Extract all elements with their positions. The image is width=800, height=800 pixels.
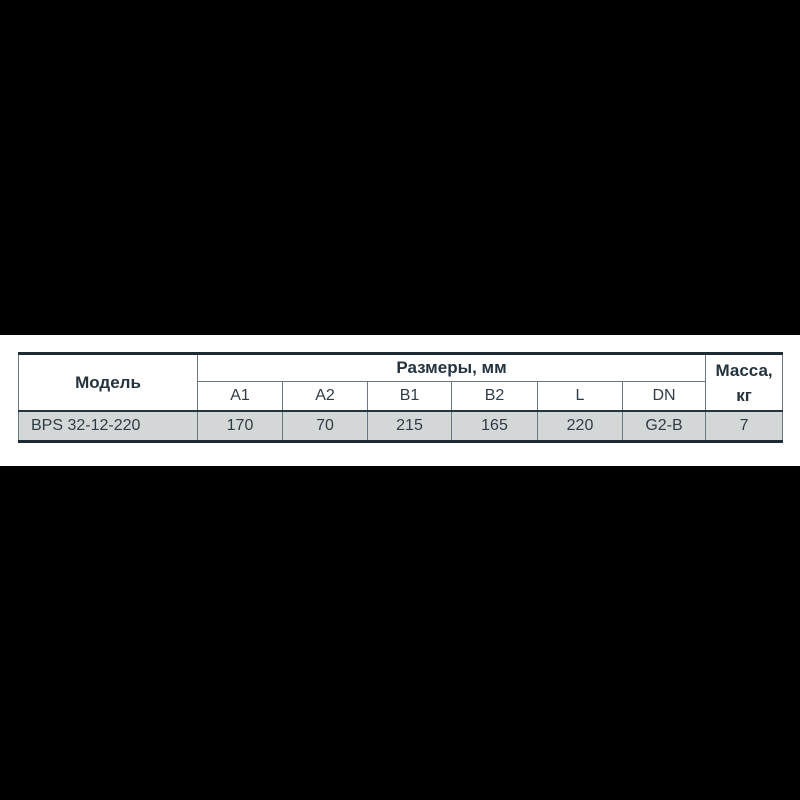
- dimensions-group-header: Размеры, мм: [196, 353, 707, 382]
- dimensions-spec-table: Модель Размеры, мм Масса, кг A1 A2 B1 B2…: [18, 352, 784, 443]
- model-column-header: Модель: [18, 353, 198, 412]
- cell-dn: G2-B: [621, 410, 707, 442]
- mass-header-line2: кг: [736, 385, 752, 405]
- column-header-l: L: [537, 381, 623, 412]
- column-header-a2: A2: [282, 381, 368, 412]
- cell-model: BPS 32-12-220: [18, 410, 198, 442]
- column-header-dn: DN: [621, 381, 707, 412]
- header-row-groups: Модель Размеры, мм Масса, кг: [18, 353, 784, 412]
- column-header-b2: B2: [451, 381, 538, 412]
- cell-a2: 70: [282, 410, 368, 442]
- mass-column-header: Масса, кг: [705, 353, 784, 412]
- table-row: BPS 32-12-220 170 70 215 165 220 G2-B 7: [18, 410, 784, 442]
- table-panel: Модель Размеры, мм Масса, кг A1 A2 B1 B2…: [0, 335, 800, 466]
- mass-header-line1: Масса,: [715, 360, 773, 380]
- column-header-b1: B1: [367, 381, 452, 412]
- cell-l: 220: [537, 410, 623, 442]
- column-header-a1: A1: [197, 381, 283, 412]
- header-row-dimensions: A1 A2 B1 B2 L DN: [19, 381, 783, 412]
- cell-b2: 165: [451, 410, 538, 442]
- cell-a1: 170: [197, 410, 283, 442]
- cell-b1: 215: [367, 410, 452, 442]
- cell-mass: 7: [705, 410, 784, 442]
